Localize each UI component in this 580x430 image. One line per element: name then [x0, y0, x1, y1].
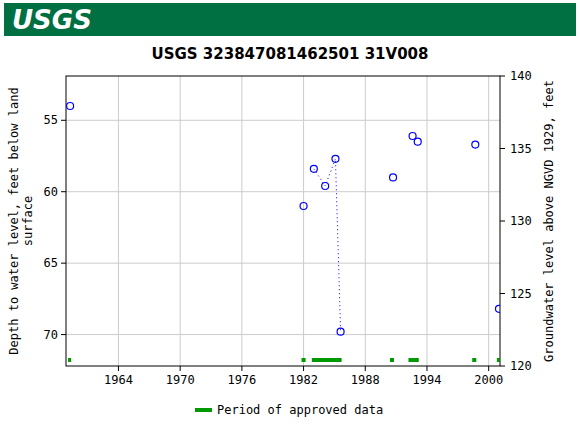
grid-line [66, 334, 500, 335]
tick-label: 135 [510, 142, 532, 156]
grid-line [66, 191, 500, 192]
logo: USGS [12, 5, 92, 35]
tick-label: 120 [510, 359, 532, 373]
grid-line [118, 76, 119, 366]
tick [500, 293, 505, 294]
approved-period [497, 358, 500, 362]
grid-line [180, 76, 181, 366]
data-point [300, 203, 307, 210]
tick [500, 221, 505, 222]
title: USGS 323847081462501 31V008 [152, 45, 429, 63]
legend-swatch [195, 408, 212, 412]
tick [118, 366, 119, 371]
data-point [390, 174, 397, 181]
data-point [414, 138, 421, 145]
tick [303, 366, 304, 371]
y-axis-label: Depth to water level, feet below landsur… [7, 87, 35, 354]
tick-label: 1976 [227, 373, 256, 387]
label-line: Depth to water level, feet below land [7, 87, 21, 354]
data-point [409, 133, 416, 140]
tick-label: 1994 [413, 373, 442, 387]
tick-label: 65 [44, 256, 58, 270]
tick-label: 1982 [289, 373, 318, 387]
tick [488, 366, 489, 371]
tick [61, 334, 66, 335]
tick [61, 263, 66, 264]
grid-line [488, 76, 489, 366]
tick [180, 366, 181, 371]
approved-period [312, 358, 342, 362]
tick [500, 76, 505, 77]
legend-label: Period of approved data [217, 403, 383, 417]
plot-background [66, 76, 500, 366]
data-point [67, 103, 74, 110]
grid-line [66, 120, 500, 121]
tick [500, 148, 505, 149]
grid-line [66, 263, 500, 264]
approved-period [472, 358, 476, 362]
chart: USGS USGS 323847081462501 31V008 1964 1970 1… [0, 0, 580, 430]
tick-label: 125 [510, 287, 532, 301]
tick-label: 70 [44, 328, 58, 342]
tick-label: 140 [510, 69, 532, 83]
banner [4, 3, 576, 36]
series-line [314, 159, 341, 332]
label-line: surface [21, 196, 35, 247]
tick [241, 366, 242, 371]
frame [66, 76, 500, 366]
y2-axis-label: Groundwater level above NGVD 1929, feet [542, 80, 556, 362]
grid-line [241, 76, 242, 366]
tick-label: 1970 [166, 373, 195, 387]
data-point [472, 141, 479, 148]
tick [61, 191, 66, 192]
grid-line [303, 76, 304, 366]
approved-period [68, 358, 71, 362]
tick-label: 1988 [351, 373, 380, 387]
tick-label: 2000 [474, 373, 503, 387]
marks [67, 103, 500, 363]
tick [426, 366, 427, 371]
tick-label: 1964 [104, 373, 133, 387]
grid-line [365, 76, 366, 366]
approved-period [408, 358, 418, 362]
data-point [495, 305, 500, 312]
tick [61, 120, 66, 121]
tick-label: 55 [44, 113, 58, 127]
tick [365, 366, 366, 371]
approved-period [302, 358, 306, 362]
tick-label: 130 [510, 214, 532, 228]
tick-label: 60 [44, 185, 58, 199]
approved-period [390, 358, 394, 362]
tick [500, 366, 505, 367]
grid-line [426, 76, 427, 366]
